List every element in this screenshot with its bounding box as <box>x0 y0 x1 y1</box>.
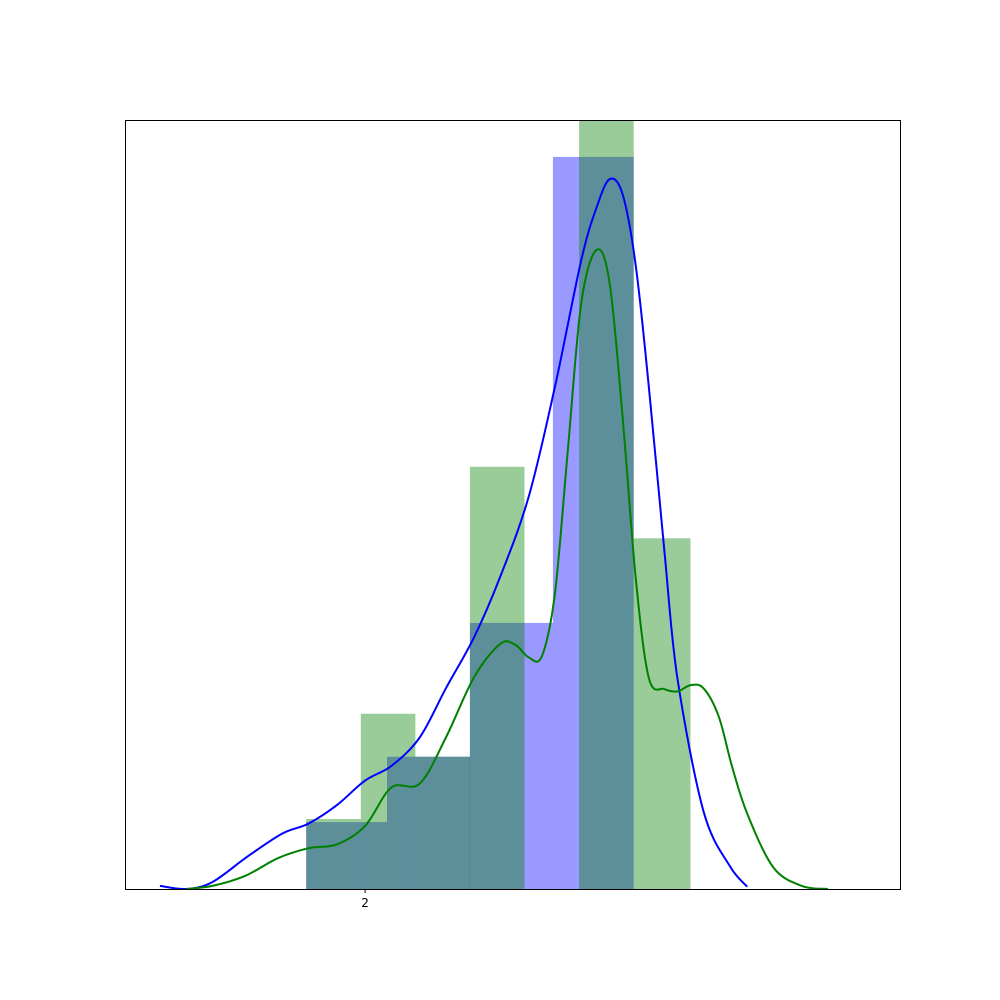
plot-area <box>159 120 829 889</box>
axes-frame <box>125 120 901 890</box>
hist-bar-series-1-bin-1 <box>360 713 416 889</box>
hist-bar-series-1-bin-5 <box>579 120 634 889</box>
hist-bar-series-0-bin-2 <box>469 622 553 889</box>
hist-bar-series-1-bin-0 <box>306 819 361 889</box>
hist-bar-series-0-bin-1 <box>387 756 470 889</box>
x-axis: 2 <box>361 889 369 910</box>
x-tick-label-0: 2 <box>361 896 369 910</box>
kde-line-series-2 <box>159 177 748 889</box>
hist-bar-series-1-bin-2 <box>415 756 470 889</box>
kde-line-series-3 <box>185 248 829 889</box>
hist-bar-series-0-bin-3 <box>552 156 634 889</box>
kde-lines <box>159 177 829 889</box>
hist-bar-series-0-bin-0 <box>306 822 387 889</box>
hist-bar-series-1-bin-3 <box>469 466 525 889</box>
hist-bar-series-1-bin-6 <box>633 538 691 889</box>
histogram-bars <box>306 120 691 889</box>
